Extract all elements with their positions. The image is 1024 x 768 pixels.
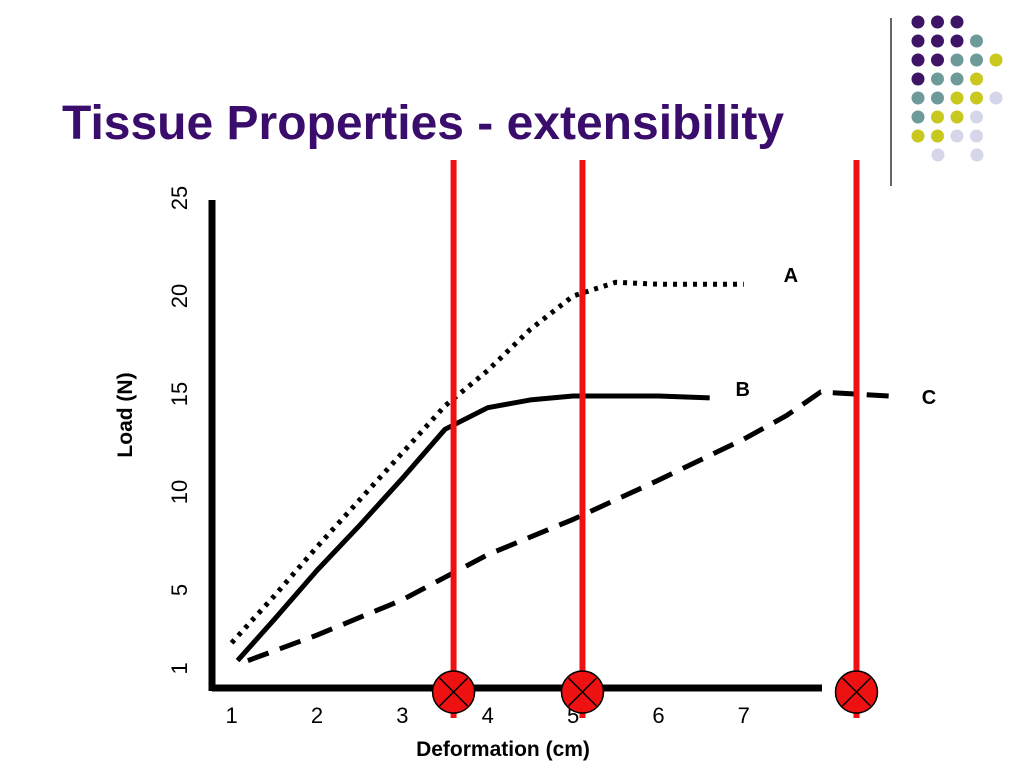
dot bbox=[911, 91, 925, 105]
x-tick-label: 7 bbox=[738, 703, 750, 728]
dot bbox=[911, 15, 925, 29]
title: Tissue Properties - extensibility bbox=[62, 97, 784, 150]
x-tick-label: 1 bbox=[226, 703, 238, 728]
dot bbox=[970, 110, 983, 124]
dot bbox=[970, 34, 983, 48]
dot bbox=[931, 148, 945, 162]
dot bbox=[950, 110, 964, 124]
dot bbox=[931, 53, 944, 67]
x-tick-label: 4 bbox=[482, 703, 494, 728]
dot bbox=[931, 110, 944, 124]
dot bbox=[911, 129, 925, 143]
dot bbox=[950, 72, 964, 86]
series-line bbox=[235, 393, 710, 663]
dot bbox=[989, 53, 1003, 67]
y-axis-label: Load (N) bbox=[114, 372, 137, 457]
x-axis-label: Deformation (cm) bbox=[416, 738, 590, 761]
dot bbox=[950, 34, 964, 48]
dot bbox=[931, 129, 944, 143]
dot bbox=[931, 91, 944, 105]
dot bbox=[970, 91, 983, 105]
y-tick-label: 5 bbox=[167, 584, 192, 596]
dot bbox=[989, 91, 1003, 105]
x-tick-label: 6 bbox=[652, 703, 664, 728]
dot bbox=[970, 148, 984, 162]
series-label: C bbox=[922, 387, 936, 409]
y-tick-label: 10 bbox=[167, 480, 192, 504]
dot bbox=[931, 15, 944, 29]
dot bbox=[950, 91, 964, 105]
y-tick-label: 15 bbox=[167, 382, 192, 406]
y-tick-label: 25 bbox=[167, 186, 192, 210]
dot bbox=[911, 110, 925, 124]
dot bbox=[950, 129, 964, 143]
y-tick-label: 20 bbox=[167, 284, 192, 308]
dot bbox=[950, 53, 964, 67]
dot bbox=[911, 72, 925, 86]
decoration-dots bbox=[911, 15, 1003, 162]
dot bbox=[970, 72, 983, 86]
dot bbox=[911, 34, 925, 48]
series-label: A bbox=[784, 265, 798, 287]
dot bbox=[950, 15, 964, 29]
red-marker-cross bbox=[841, 677, 872, 707]
dot bbox=[931, 34, 944, 48]
y-tick-label: 1 bbox=[167, 662, 192, 674]
red-marker-cross bbox=[439, 677, 469, 707]
series-label: B bbox=[735, 379, 749, 401]
red-marker-cross bbox=[567, 677, 598, 707]
dot bbox=[970, 53, 983, 67]
dot bbox=[931, 72, 944, 86]
series-line bbox=[229, 279, 744, 645]
dot bbox=[970, 129, 983, 143]
dot bbox=[911, 53, 925, 67]
x-tick-label: 2 bbox=[311, 703, 323, 728]
x-tick-label: 3 bbox=[396, 703, 408, 728]
series-line bbox=[247, 389, 890, 663]
